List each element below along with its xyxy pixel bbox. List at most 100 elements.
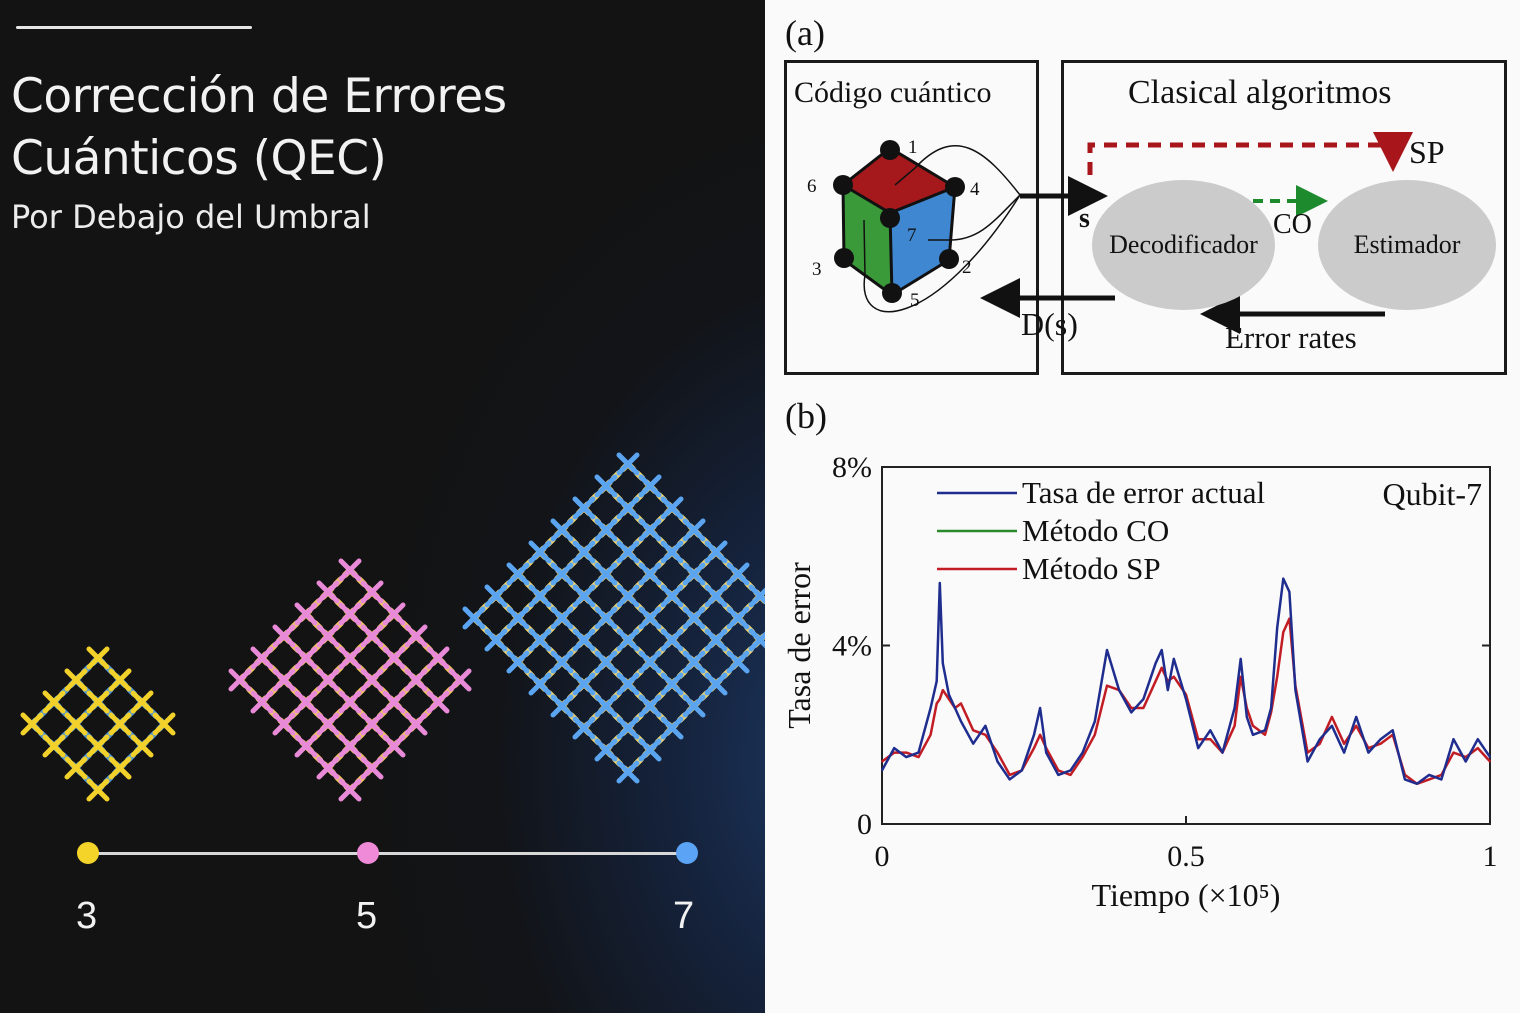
qubit-cross-icon [594,694,618,718]
data-point [996,751,999,754]
data-point [1021,769,1023,772]
qubit-cross-icon [638,694,662,718]
qubit-cross-icon [86,778,110,802]
title-rule-divider [16,26,252,29]
data-point [1264,733,1266,736]
qubit-cross-icon [704,672,728,696]
qubit-cross-icon [594,606,618,630]
data-point [1239,675,1242,678]
data-point [1428,778,1430,781]
data-point [1142,707,1145,709]
qubit-cross-icon [294,690,318,714]
data-point [1094,720,1096,723]
cube-right-face [890,187,955,295]
qubit-cross-icon [704,628,728,652]
data-point [1197,747,1199,749]
data-point [948,698,950,700]
qubit-cross-icon [594,650,618,674]
figure-panel: (a) Código cuántico Clasical algoritmos [765,0,1520,1013]
lattice-distance-3 [20,646,176,802]
data-point [1081,756,1084,758]
qubit-cross-icon [638,562,662,586]
qubit-cross-icon [294,734,318,758]
data-point [1252,733,1254,736]
title-line-2: Cuánticos (QEC) [11,131,387,186]
qubit-cross-icon [528,672,552,696]
qubit-cross-icon [316,756,340,780]
data-point [1039,707,1041,709]
data-point [1106,649,1108,651]
data-point [1069,769,1072,772]
data-point [1094,733,1096,736]
data-point [1331,716,1333,718]
data-point [1154,662,1157,665]
distance-7-dot [676,842,698,864]
svg-text:5: 5 [910,290,920,311]
classical-algorithms-title: Clasical algoritmos [1128,74,1392,111]
data-point [1276,675,1278,678]
qubit-cross-icon [572,584,596,608]
x-axis-label: Tiempo (×10⁵) [1092,877,1281,913]
qubit-cross-icon [660,672,684,696]
qubit-cross-icon [572,716,596,740]
data-point [1057,774,1060,776]
slide-title: Corrección de Errores Cuánticos (QEC) [11,66,507,190]
qubit-cross-icon [484,628,508,652]
lattice-distance-5 [228,558,472,802]
data-point [929,733,932,736]
qubit-cross-icon [404,624,428,648]
legend-entry: Método SP [1022,551,1161,586]
data-point [1282,577,1285,580]
distance-5-label: 5 [356,895,378,937]
y-tick-label: 0 [857,808,872,841]
qubit-cross-icon [726,650,750,674]
data-point [1391,729,1394,732]
data-point [881,760,883,763]
qubit-cross-icon [528,540,552,564]
qubit-annotation: Qubit-7 [1382,476,1482,512]
qubit-cross-icon [360,712,384,736]
data-point [972,729,974,732]
qubit-cross-icon [616,628,640,652]
qubit-cross-icon [616,716,640,740]
qubit-cross-icon [616,540,640,564]
data-point [1343,751,1345,754]
data-point [1288,591,1291,593]
diagram-graphics: 1 2 3 4 5 6 7 [807,132,1413,334]
qubit-cross-icon [382,646,406,670]
data-point [1318,742,1321,745]
classical-algorithms-box [1061,60,1507,375]
qubit-cross-icon [660,540,684,564]
qubit-cross-icon [316,712,340,736]
data-point [1057,769,1060,772]
data-point [1288,617,1291,620]
qubit-cross-icon [594,518,618,542]
qubit-cross-icon [638,606,662,630]
qubit-cross-icon [404,712,428,736]
data-point [1069,774,1072,776]
qec-slide-panel: Corrección de Errores Cuánticos (QEC) Po… [0,0,765,1013]
qubit-cross-icon [682,650,706,674]
data-point [1464,756,1467,758]
qubit-cross-icon [86,734,110,758]
qubit-cross-icon [726,606,750,630]
qubit-cross-icon [338,690,362,714]
data-point [1185,698,1187,700]
qubit-cross-icon [382,602,406,626]
data-point [1008,774,1011,776]
data-point [1264,729,1266,732]
data-point [1452,738,1455,741]
data-point [1221,751,1224,754]
data-point [1416,783,1418,785]
sp-label: SP [1409,134,1445,170]
qubit-cross-icon [572,496,596,520]
qubit-labels: 1 2 3 4 5 6 7 [807,137,980,311]
data-point [1045,751,1047,754]
plot-frame [881,466,1491,825]
data-point [1428,774,1430,776]
qubit-cross-icon [404,668,428,692]
data-point [1160,649,1163,651]
data-point [1008,778,1011,781]
qubit-cross-icon [572,628,596,652]
qubit-cross-icon [360,668,384,692]
